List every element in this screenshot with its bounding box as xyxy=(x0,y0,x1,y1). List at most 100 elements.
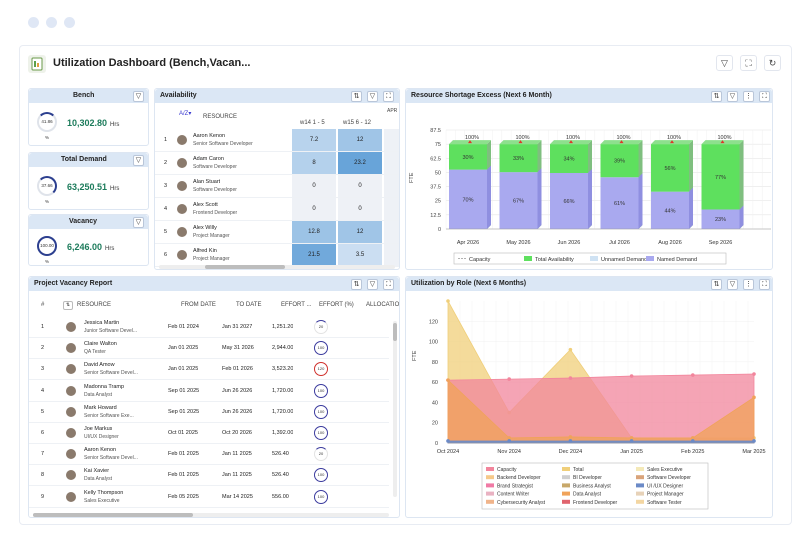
table-row[interactable]: 2 Claire Walton QA Tester Jan 01 2025 May 31… xyxy=(29,338,389,360)
table-row[interactable]: 8 Kai Xavier Data Analyst Feb 01 2025 Jan 11… xyxy=(29,465,389,487)
filter-icon: ▽ xyxy=(369,93,376,100)
heat-cell[interactable]: 3.5 xyxy=(338,244,382,266)
panel-filter-button[interactable]: ▽ xyxy=(367,91,378,102)
heat-cell[interactable]: 12 xyxy=(338,221,382,243)
column-header[interactable]: EFFORT (%) xyxy=(319,302,354,308)
effort-percent-ring: 20 xyxy=(314,320,328,334)
row-number: 3 xyxy=(41,366,45,373)
heat-cell[interactable]: 12 xyxy=(338,129,382,151)
sort-icon[interactable]: ⇅ xyxy=(63,301,73,310)
heat-cell[interactable]: 0 xyxy=(292,175,336,197)
kpi-title: Bench xyxy=(73,92,95,99)
legend-swatch xyxy=(636,491,644,496)
column-header[interactable]: EFFORT ... xyxy=(281,302,312,308)
to-date: Oct 20 2026 xyxy=(222,430,252,436)
data-label: 33% xyxy=(513,156,524,162)
more-options-button[interactable]: ⋮ xyxy=(743,279,754,290)
heat-cell[interactable]: 23.2 xyxy=(338,152,382,174)
kpi-filter-button[interactable]: ▽ xyxy=(133,155,144,166)
y-tick-label: 75 xyxy=(435,142,441,148)
heat-cell[interactable] xyxy=(384,198,399,220)
column-header[interactable]: RESOURCE xyxy=(77,302,112,308)
x-tick-label: Sep 2026 xyxy=(709,240,733,246)
legend-label: Total Availability xyxy=(535,257,574,263)
resource-name: David Amow xyxy=(84,362,115,369)
resource-role: Senior Software Developer xyxy=(193,141,253,147)
heat-cell[interactable]: 0 xyxy=(338,198,382,220)
heat-cell[interactable] xyxy=(384,152,399,174)
bar-named-demand xyxy=(449,169,487,229)
table-row[interactable]: 4 Alex Scott Frontend Developer 0 0 xyxy=(155,198,399,221)
heat-cell[interactable] xyxy=(384,175,399,197)
sort-button[interactable]: ⇅ xyxy=(351,279,362,290)
heat-cell[interactable]: 12.8 xyxy=(292,221,336,243)
table-row[interactable]: 7 Aaron Kenon Senior Software Devel... Feb … xyxy=(29,444,389,466)
heat-cell[interactable]: 21.5 xyxy=(292,244,336,266)
sort-button[interactable]: ⇅ xyxy=(711,279,722,290)
sort-button[interactable]: ⇅ xyxy=(351,91,362,102)
panel-filter-button[interactable]: ▽ xyxy=(367,279,378,290)
legend-swatch xyxy=(524,256,532,261)
table-row[interactable]: 2 Adam Caron Software Developer 8 23.2 xyxy=(155,152,399,175)
y-tick-label: 0 xyxy=(438,227,441,233)
panel-filter-button[interactable]: ▽ xyxy=(727,279,738,290)
column-header[interactable]: ALLOCATIO xyxy=(366,302,400,308)
vertical-scrollbar[interactable] xyxy=(393,321,397,497)
data-label: 34% xyxy=(563,157,574,163)
table-row[interactable]: 6 Alfred Kin Project Manager 21.5 3.5 xyxy=(155,244,399,267)
table-row[interactable]: 1 Jessica Martin Junior Software Devel... F… xyxy=(29,317,389,338)
resource-role: Data Analyst xyxy=(84,476,113,483)
to-date: Jan 11 2025 xyxy=(222,472,252,479)
heat-cell[interactable] xyxy=(384,244,399,266)
bar-side xyxy=(689,187,693,229)
resource-role: Senior Software Devel... xyxy=(84,455,138,462)
heat-cell[interactable]: 8 xyxy=(292,152,336,174)
scrollbar-thumb[interactable] xyxy=(393,323,397,341)
to-date: Mar 14 2025 xyxy=(222,493,253,500)
table-row[interactable]: 5 Mark Howard Senior Software Exe... Sep 01… xyxy=(29,402,389,423)
filter-button[interactable]: ▽ xyxy=(716,55,733,71)
panel-filter-button[interactable]: ▽ xyxy=(727,91,738,102)
more-options-button[interactable]: ⋮ xyxy=(743,91,754,102)
heat-cell[interactable]: 0 xyxy=(338,175,382,197)
sort-button[interactable]: ⇅ xyxy=(711,91,722,102)
expand-button[interactable]: ⛶ xyxy=(740,55,757,71)
legend-label: Cybersecurity Analyst xyxy=(497,500,546,506)
table-row[interactable]: 9 Kelly Thompson Sales Executive Feb 05 202… xyxy=(29,487,389,508)
resource-role: Senior Software Devel... xyxy=(84,370,138,377)
table-row[interactable]: 5 Alex Willy Project Manager 12.8 12 xyxy=(155,221,399,244)
table-row[interactable]: 6 Joe Markus UI/UX Designer Oct 01 2025 Oct … xyxy=(29,423,389,444)
resource-shortage-panel: Resource Shortage Excess (Next 6 Month) … xyxy=(405,88,773,270)
heat-cell[interactable] xyxy=(384,221,399,243)
table-row[interactable]: 3 Alan Stuart Software Developer 0 0 xyxy=(155,175,399,198)
kpi-filter-button[interactable]: ▽ xyxy=(133,217,144,228)
kpi-filter-button[interactable]: ▽ xyxy=(133,91,144,102)
capacity-marker xyxy=(468,140,472,144)
panel-expand-button[interactable]: ⛶ xyxy=(383,91,394,102)
table-row[interactable]: 3 David Amow Senior Software Devel... Jan 0… xyxy=(29,359,389,381)
from-date: Sep 01 2025 xyxy=(168,387,200,394)
data-point xyxy=(629,374,634,378)
heat-cell[interactable]: 7.2 xyxy=(292,129,336,151)
bar-total-availability xyxy=(600,144,639,178)
refresh-button[interactable]: ↻ xyxy=(764,55,781,71)
heat-cell[interactable]: 0 xyxy=(292,198,336,220)
scrollbar-thumb[interactable] xyxy=(33,513,193,517)
column-header[interactable]: TO DATE xyxy=(236,302,262,308)
panel-expand-button[interactable]: ⛶ xyxy=(759,279,770,290)
heat-cell[interactable] xyxy=(384,129,399,151)
data-point xyxy=(629,436,634,440)
data-point xyxy=(691,436,695,440)
column-header[interactable]: FROM DATE xyxy=(181,302,216,308)
column-header[interactable]: # xyxy=(41,302,45,308)
table-row[interactable]: 4 Madonna Tramp Data Analyst Sep 01 2025 Jun… xyxy=(29,381,389,402)
data-point xyxy=(568,347,573,352)
panel-expand-button[interactable]: ⛶ xyxy=(383,279,394,290)
scrollbar-thumb[interactable] xyxy=(205,265,285,269)
panel-expand-button[interactable]: ⛶ xyxy=(759,91,770,102)
horizontal-scrollbar[interactable] xyxy=(33,513,389,517)
sort-az-icon[interactable]: A/Z▾ xyxy=(179,111,192,117)
availability-table: 1 Aaron Kenon Senior Software Developer 7.2… xyxy=(155,129,399,267)
table-row[interactable]: 1 Aaron Kenon Senior Software Developer 7.2… xyxy=(155,129,399,152)
row-number: 8 xyxy=(41,472,45,479)
